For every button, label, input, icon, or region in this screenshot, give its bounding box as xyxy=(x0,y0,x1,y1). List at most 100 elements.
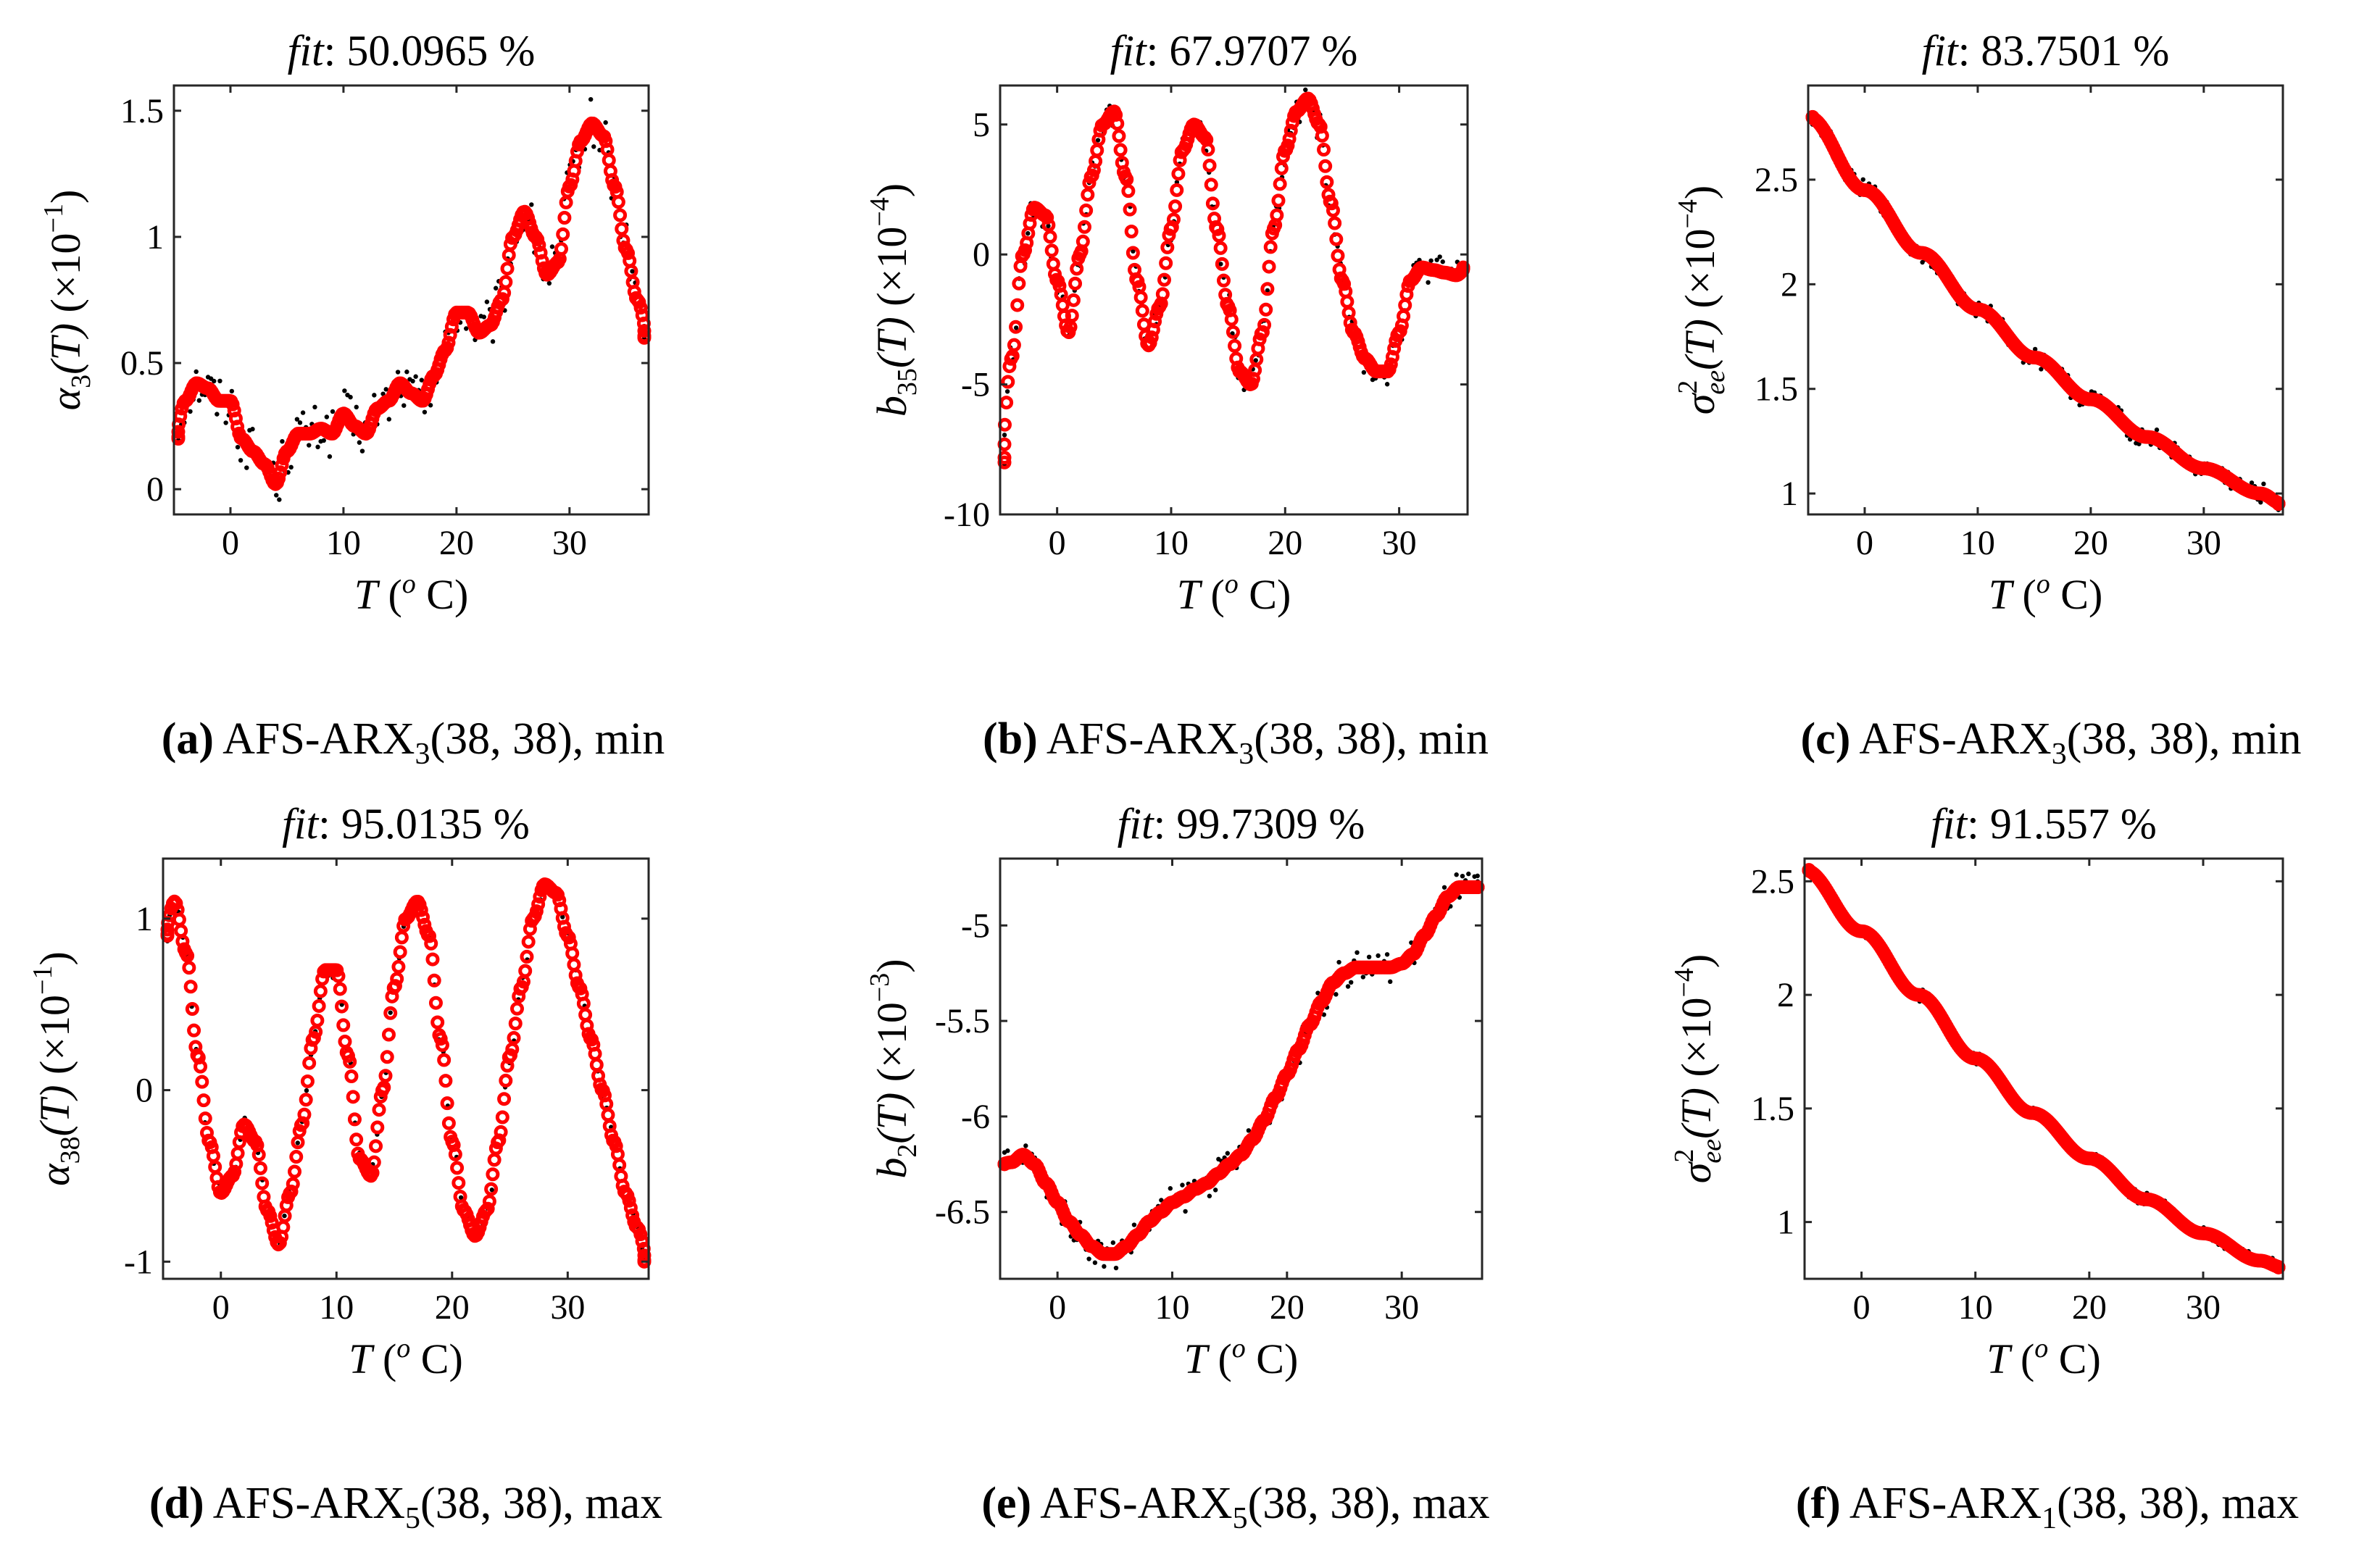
x-tick-label: 30 xyxy=(550,1288,585,1327)
x-axis-unit-close: C) xyxy=(2050,571,2103,618)
data-point xyxy=(1333,992,1339,997)
data-point xyxy=(428,403,433,408)
y-tick-text: 0.5 xyxy=(120,344,164,383)
fit-point xyxy=(312,998,326,1013)
fit-point xyxy=(623,1201,638,1215)
subfigure-caption: (b) AFS-ARX3(38, 38), min xyxy=(983,714,1489,771)
fit-point xyxy=(452,1176,466,1190)
fit-point xyxy=(999,396,1014,410)
y-tick-label: 1 xyxy=(1777,1203,1794,1242)
fit-point xyxy=(297,1107,312,1122)
fit-point xyxy=(633,301,648,315)
x-axis-label: T (o C) xyxy=(1184,1333,1299,1382)
fit-point xyxy=(1215,256,1229,271)
data-point xyxy=(560,914,565,919)
y-axis-symbol: b xyxy=(868,1158,915,1179)
caption-letter: (e) xyxy=(981,1479,1031,1528)
data-point xyxy=(277,497,282,502)
title-fit-label: fit xyxy=(1922,27,1959,75)
fit-point xyxy=(185,1002,199,1017)
data-point xyxy=(490,339,496,344)
x-tick-label: 20 xyxy=(439,524,474,562)
y-axis-scale-base: (×10 xyxy=(1673,998,1720,1077)
fit-point xyxy=(430,1015,445,1030)
fit-point xyxy=(333,982,347,996)
fit-point xyxy=(1170,183,1184,197)
fit-point xyxy=(1123,202,1137,217)
fit-point xyxy=(388,979,402,993)
fit-point xyxy=(437,1053,452,1067)
y-tick-text: 0 xyxy=(136,1072,153,1110)
y-tick-label: 0 xyxy=(146,470,164,509)
data-point xyxy=(404,370,409,375)
fit-point xyxy=(565,946,580,961)
fit-point xyxy=(1274,161,1289,175)
data-point xyxy=(493,285,499,291)
data-point xyxy=(304,1088,309,1093)
data-point xyxy=(1355,950,1360,955)
fit-point xyxy=(338,1035,352,1049)
data-point xyxy=(321,438,326,443)
fit-point xyxy=(509,1001,524,1016)
data-point xyxy=(1230,331,1235,336)
data-point xyxy=(1086,1256,1091,1261)
fit-point xyxy=(435,1038,449,1052)
fit-point xyxy=(635,1234,649,1248)
title-fit-value: 50.0965 % xyxy=(346,27,535,75)
subfigure-caption: (e) AFS-ARX5(38, 38), max xyxy=(981,1479,1489,1535)
x-axis-unit-degree: o xyxy=(1232,1333,1246,1364)
fit-point xyxy=(1090,143,1104,158)
x-tick-label: 20 xyxy=(2073,524,2108,562)
y-axis-argument: (T) xyxy=(42,323,89,375)
data-point xyxy=(383,387,388,392)
fit-point xyxy=(500,262,515,276)
fit-point xyxy=(1124,224,1139,238)
subfigure-caption: (f) AFS-ARX1(38, 38), max xyxy=(1796,1479,2299,1535)
x-axis-unit-open: ( xyxy=(2010,1335,2034,1382)
fit-point xyxy=(393,945,407,959)
fit-point xyxy=(1054,287,1068,301)
y-tick-text: 2.5 xyxy=(1751,862,1794,901)
data-point xyxy=(194,369,199,375)
y-axis-scale-exponent: −4 xyxy=(1669,968,1699,997)
x-axis-label: T (o C) xyxy=(1986,1333,2101,1382)
fit-point xyxy=(265,1215,279,1230)
fit-point xyxy=(380,1050,394,1064)
fit-point xyxy=(370,1120,385,1135)
fit-point xyxy=(1009,320,1023,334)
data-point xyxy=(1336,959,1341,965)
x-tick-label: 0 xyxy=(212,1288,230,1327)
fit-point xyxy=(378,1069,393,1083)
y-axis-argument: (T) xyxy=(868,1093,915,1144)
data-point xyxy=(282,1213,287,1219)
fit-point xyxy=(1068,276,1083,291)
fit-point xyxy=(1328,216,1342,230)
x-tick-text: 0 xyxy=(222,524,239,562)
fit-point xyxy=(1259,302,1273,317)
title-fit-value: 83.7501 % xyxy=(1981,27,2169,75)
fit-point xyxy=(1317,143,1331,157)
fit-point xyxy=(623,254,637,268)
data-point xyxy=(294,417,300,422)
x-axis-unit-open: ( xyxy=(372,1335,396,1382)
fit-point xyxy=(334,999,349,1014)
panel-title: fit: 50.0965 % xyxy=(288,27,536,75)
y-tick-label: 1 xyxy=(146,218,164,256)
caption-model: AFS-ARX xyxy=(204,1479,405,1528)
data-point xyxy=(1023,1143,1028,1148)
fit-point xyxy=(507,1031,521,1046)
fit-point xyxy=(1320,175,1334,189)
y-axis-space xyxy=(42,312,89,323)
fit-point xyxy=(494,1124,508,1139)
fit-point xyxy=(255,1176,270,1190)
fit-point xyxy=(508,1017,523,1031)
x-tick-label: 10 xyxy=(1960,524,1995,562)
data-point xyxy=(1384,952,1390,957)
data-point xyxy=(1361,370,1367,375)
fit-point xyxy=(302,1056,317,1070)
fit-point xyxy=(576,996,591,1011)
fit-point xyxy=(1260,282,1275,296)
fit-series xyxy=(1805,109,2286,512)
data-point xyxy=(630,269,635,274)
fit-point xyxy=(276,1220,291,1235)
